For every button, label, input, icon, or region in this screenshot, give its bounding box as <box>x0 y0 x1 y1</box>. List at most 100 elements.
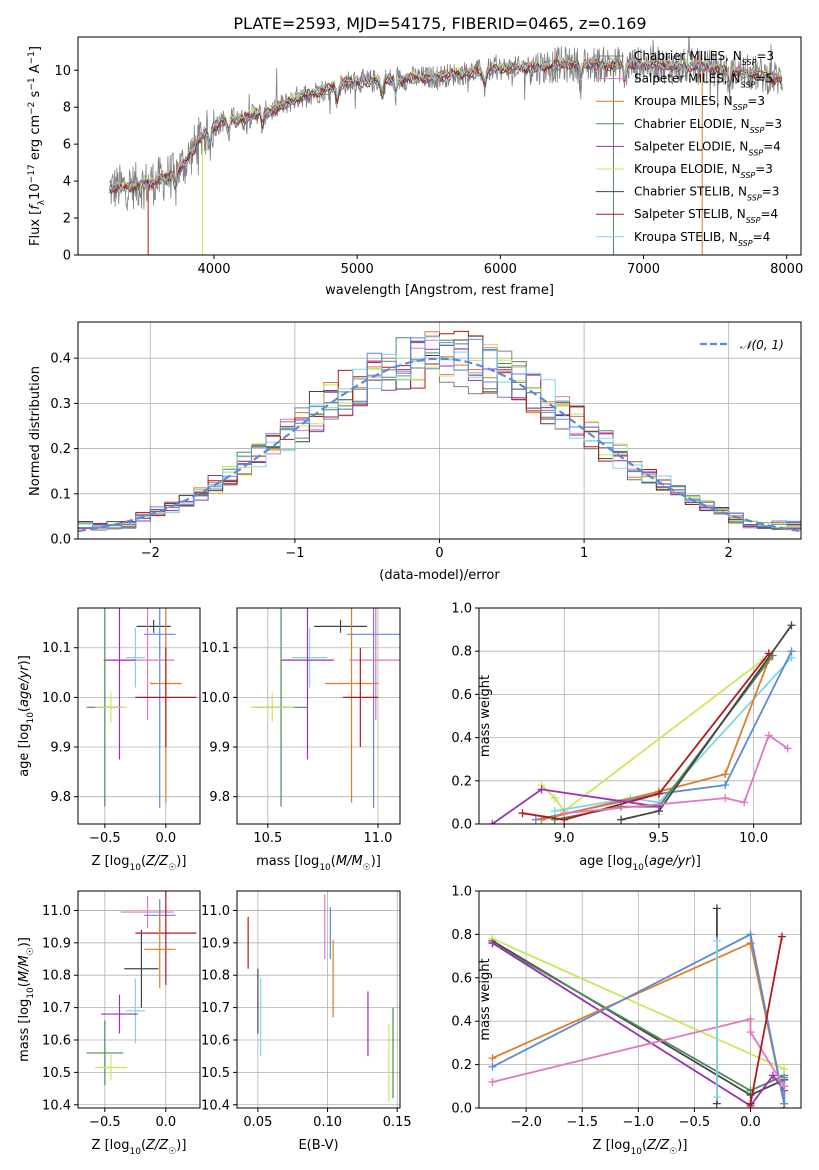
mass-weight-line <box>541 659 770 821</box>
legend-subscript: SSP <box>746 216 761 225</box>
label-part: )] <box>371 854 381 869</box>
x-tick-label: 10.0 <box>739 831 768 846</box>
mass-weight-marker <box>721 794 730 803</box>
y-tick-label: 0 <box>63 249 71 264</box>
legend-count: =4 <box>760 207 778 221</box>
errorbar-point <box>95 1054 127 1081</box>
y-tick-label: 11.0 <box>201 904 230 919</box>
legend-label: Kroupa MILES, N <box>634 94 733 108</box>
x-tick-label: −1 <box>285 546 304 561</box>
mass-weight-marker <box>783 744 792 753</box>
legend-label: Chabrier STELIB, N <box>634 185 747 199</box>
spectrum-frame <box>77 36 802 256</box>
label-part: )] <box>17 937 32 947</box>
label-part: 10 <box>129 1147 141 1157</box>
mass-weight-marker <box>746 1015 755 1024</box>
mass-weight-marker <box>780 1064 789 1073</box>
mass-weight-marker <box>488 1077 497 1086</box>
errorbar-point <box>292 627 328 688</box>
legend-label: Chabrier ELODIE, N <box>634 117 750 131</box>
y-tick-label: 2 <box>63 212 71 227</box>
legend-count: =4 <box>753 230 771 244</box>
y-tick-label: 9.9 <box>50 741 71 756</box>
spectrum-panel: 4000 5000 6000 7000 8000 0 2 4 6 8 10 Chabrier MILE… <box>27 36 803 298</box>
y-tick-label: 9.8 <box>50 790 71 805</box>
mass-weight-marker <box>764 731 773 740</box>
mass-weight-marker <box>654 789 663 798</box>
label-part: 10 <box>632 863 644 873</box>
mass-weight-marker <box>780 1099 789 1108</box>
errorbar-point <box>86 1020 124 1086</box>
legend-count: =3 <box>756 49 774 63</box>
legend-subscript: SSP <box>741 171 756 180</box>
errorbar-point <box>95 692 127 723</box>
x-axis-label: Z [log10(Z/Z☉)] <box>92 1138 187 1157</box>
x-axis-label: Z [log10(Z/Z☉)] <box>92 854 187 873</box>
label-part: Z/Z <box>145 1138 169 1153</box>
y-tick-label: 0.8 <box>451 928 472 943</box>
residual-histogram <box>78 337 801 529</box>
mass-weight-line <box>492 942 785 1108</box>
mass-weight-marker <box>768 1071 777 1080</box>
mass_vs_Z-frame <box>77 890 201 1109</box>
mass-weight-line <box>749 936 783 1104</box>
y-tick-label: 0.0 <box>451 1102 472 1117</box>
errorbar-point <box>342 647 378 748</box>
label-part: −17 <box>27 164 37 183</box>
errorbar-point <box>125 978 146 1044</box>
legend-count: =3 <box>747 94 765 108</box>
errorbar-point <box>281 608 334 760</box>
x-axis-label: (data-model)/error <box>379 568 500 583</box>
x-tick-label: −1.5 <box>566 1115 598 1130</box>
mass-weight-marker <box>721 770 730 779</box>
y-tick-label: 6 <box>63 138 71 153</box>
legend-count: =3 <box>755 162 773 176</box>
y-axis-label: Flux [fλ10−17 erg cm−2 s−1 A−1] <box>27 46 47 246</box>
legend-label: Salpeter MILES, N <box>634 72 741 86</box>
mass-weight-line <box>492 933 786 1104</box>
y-tick-label: 8 <box>63 101 71 116</box>
x-tick-label: 5000 <box>341 262 374 277</box>
x-tick-label: 10.5 <box>253 831 282 846</box>
legend-label: Chabrier MILES, N <box>634 49 742 63</box>
mass-weight-marker <box>721 781 730 790</box>
legend-count: =3 <box>764 117 782 131</box>
mass-weight-marker <box>746 930 755 939</box>
legend-label: 𝒩(0, 1) <box>740 338 784 352</box>
label-part: )] <box>176 854 186 869</box>
spectrum-plot-area <box>109 37 783 255</box>
x-tick-label: −0.5 <box>89 1115 121 1130</box>
x-tick-label: 6000 <box>484 262 517 277</box>
x-tick-label: 0.0 <box>740 1115 761 1130</box>
age_vs_Z-plot-area <box>86 608 197 809</box>
label-part: Z [log <box>593 1138 631 1153</box>
mass-weight-line <box>492 1017 785 1087</box>
y-tick-label: 10.1 <box>201 641 230 656</box>
mass_vs_Z-plot-area <box>86 891 197 1086</box>
x-tick-label: 0.15 <box>383 1115 412 1130</box>
errorbar-point <box>143 608 176 809</box>
legend-subscript: SSP <box>750 125 765 134</box>
label-part: ( <box>141 1138 146 1153</box>
age_vs_mass-panel: 10.5 11.0 9.8 9.9 10.0 10.1 mass [log10(M/M☉)] <box>201 607 401 873</box>
mass-weight-marker <box>746 1028 755 1037</box>
x-tick-label: 0.10 <box>313 1115 342 1130</box>
legend-entry: Kroupa STELIB, NSSP=4 <box>634 230 770 248</box>
massweight_vs_Z-frame <box>478 890 802 1109</box>
label-part: ( <box>644 854 649 869</box>
label-part: )] <box>176 1138 186 1153</box>
errorbar-point <box>349 608 400 720</box>
label-part: ( <box>331 854 336 869</box>
errorbar-point <box>135 647 197 748</box>
label-part: )] <box>691 854 701 869</box>
label-part: M/M <box>336 854 363 869</box>
y-tick-label: 4 <box>63 175 71 190</box>
label-part: ( <box>17 982 32 987</box>
label-part: )] <box>677 1138 687 1153</box>
label-part: age [log <box>17 724 32 777</box>
y-tick-label: 10.9 <box>42 936 71 951</box>
massweight_vs_age-plot-area <box>488 621 796 824</box>
y-tick-label: 10.0 <box>42 691 71 706</box>
label-part: 10 <box>26 712 36 724</box>
y-tick-label: 10.0 <box>201 691 230 706</box>
